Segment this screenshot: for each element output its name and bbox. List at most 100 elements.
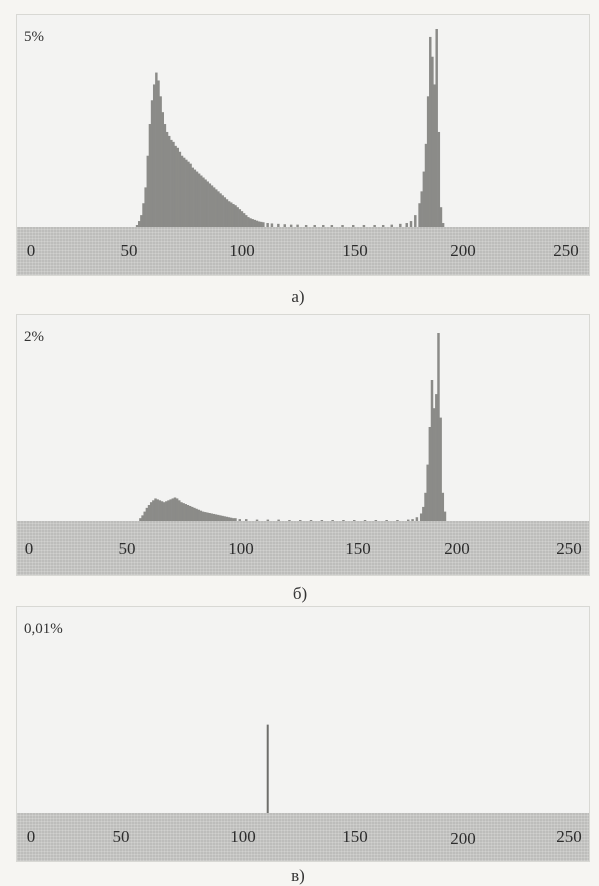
histogram-bar <box>299 520 302 521</box>
histogram-bar <box>148 124 152 227</box>
histogram-bar <box>426 96 430 227</box>
histogram-bar <box>195 508 198 521</box>
histogram-bar <box>200 175 203 227</box>
histogram-bar <box>219 515 222 521</box>
histogram-bar <box>262 222 265 227</box>
histogram-bar <box>296 224 299 227</box>
histogram-bar <box>208 513 211 521</box>
x-tick-label: 50 <box>120 241 138 260</box>
histogram-bar <box>154 498 157 521</box>
histogram-bar <box>432 408 436 521</box>
histogram-bar <box>191 506 194 521</box>
histogram-bar <box>206 512 209 521</box>
histogram-bar <box>221 195 224 227</box>
histogram-bar <box>283 224 286 227</box>
histogram-bar <box>431 56 434 227</box>
x-tick-label: 50 <box>118 539 136 558</box>
histogram-panel-a: 5% 0 50 100 150 200 250 <box>16 14 590 276</box>
histogram-bar <box>396 520 399 521</box>
histogram-bar <box>390 224 393 227</box>
histogram-bar <box>150 100 154 227</box>
histogram-bar <box>180 155 184 227</box>
histogram-bar <box>342 520 345 521</box>
histogram-bar <box>155 72 158 227</box>
histogram-bar <box>169 499 172 521</box>
histogram-bar <box>419 513 423 521</box>
histogram-bar <box>322 225 325 227</box>
histogram-bar <box>437 131 441 227</box>
histogram-bar <box>411 519 414 521</box>
histogram-bar <box>234 205 237 227</box>
histogram-bar <box>225 199 229 227</box>
y-scale-label-c: 0,01% <box>24 621 63 637</box>
histogram-bar <box>227 517 231 521</box>
histogram-plot-b <box>139 333 447 521</box>
histogram-bar <box>147 505 151 521</box>
histogram-bar <box>197 173 201 227</box>
histogram-bar <box>188 505 192 521</box>
histogram-bar <box>352 225 355 227</box>
histogram-bar <box>245 519 248 521</box>
histogram-bar <box>208 183 212 227</box>
x-tick-label: 100 <box>229 241 255 260</box>
histogram-bar <box>399 223 402 227</box>
histogram-bar <box>415 517 419 521</box>
histogram-bar <box>165 501 168 521</box>
x-axis-strip-b: 0 50 100 150 200 250 <box>17 521 589 575</box>
histogram-bar <box>212 513 216 521</box>
histogram-bar <box>424 492 427 521</box>
histogram-bar <box>172 141 175 227</box>
x-tick-label: 0 <box>26 241 36 260</box>
histogram-bar <box>193 507 196 521</box>
histogram-bar <box>426 464 429 521</box>
histogram-bar <box>161 112 165 227</box>
histogram-bar <box>158 500 162 521</box>
histogram-bar <box>437 333 440 521</box>
histogram-bar <box>143 511 146 521</box>
histogram-bar <box>167 135 171 227</box>
histogram-bar <box>439 207 443 227</box>
histogram-bar <box>178 151 182 227</box>
histogram-bar <box>187 161 190 227</box>
histogram-bar <box>381 225 385 227</box>
histogram-bar <box>253 219 257 227</box>
x-tick-label: 200 <box>450 829 476 848</box>
histogram-bar <box>182 157 186 227</box>
caption-b: б) <box>292 584 308 603</box>
histogram-bar <box>195 171 199 227</box>
histogram-bar <box>407 519 410 521</box>
histogram-bar <box>428 427 432 521</box>
histogram-bar <box>165 131 169 227</box>
histogram-bar <box>429 36 432 227</box>
histogram-bar <box>139 518 142 521</box>
histogram-bar <box>341 225 344 227</box>
histogram-bar <box>202 177 205 227</box>
histogram-bar <box>173 497 177 521</box>
histogram-bar <box>270 223 274 227</box>
histogram-bar <box>420 191 423 227</box>
histogram-bar <box>266 519 270 521</box>
histogram-bar <box>439 417 442 521</box>
histogram-bar <box>221 515 224 521</box>
histogram-bar <box>309 520 313 521</box>
histogram-bar <box>141 515 144 521</box>
histogram-bar <box>385 520 388 521</box>
histogram-bar <box>313 225 316 227</box>
histogram-bar <box>373 225 376 227</box>
histogram-bar <box>225 516 229 521</box>
x-tick-label: 0 <box>24 539 34 558</box>
histogram-bar <box>175 498 179 521</box>
histogram-bar <box>185 159 188 227</box>
histogram-bar <box>247 217 250 227</box>
x-tick-label: 250 <box>556 827 582 846</box>
histogram-bar <box>441 223 445 227</box>
x-tick-label: 250 <box>556 539 582 558</box>
histogram-bar <box>215 189 218 227</box>
x-tick-label: 100 <box>230 827 256 846</box>
histogram-bar <box>245 215 248 227</box>
histogram-bar <box>229 517 233 521</box>
histogram-bar <box>156 499 159 521</box>
histogram-bar <box>418 203 421 227</box>
histogram-bar <box>219 193 222 227</box>
histogram-bar <box>304 225 308 227</box>
